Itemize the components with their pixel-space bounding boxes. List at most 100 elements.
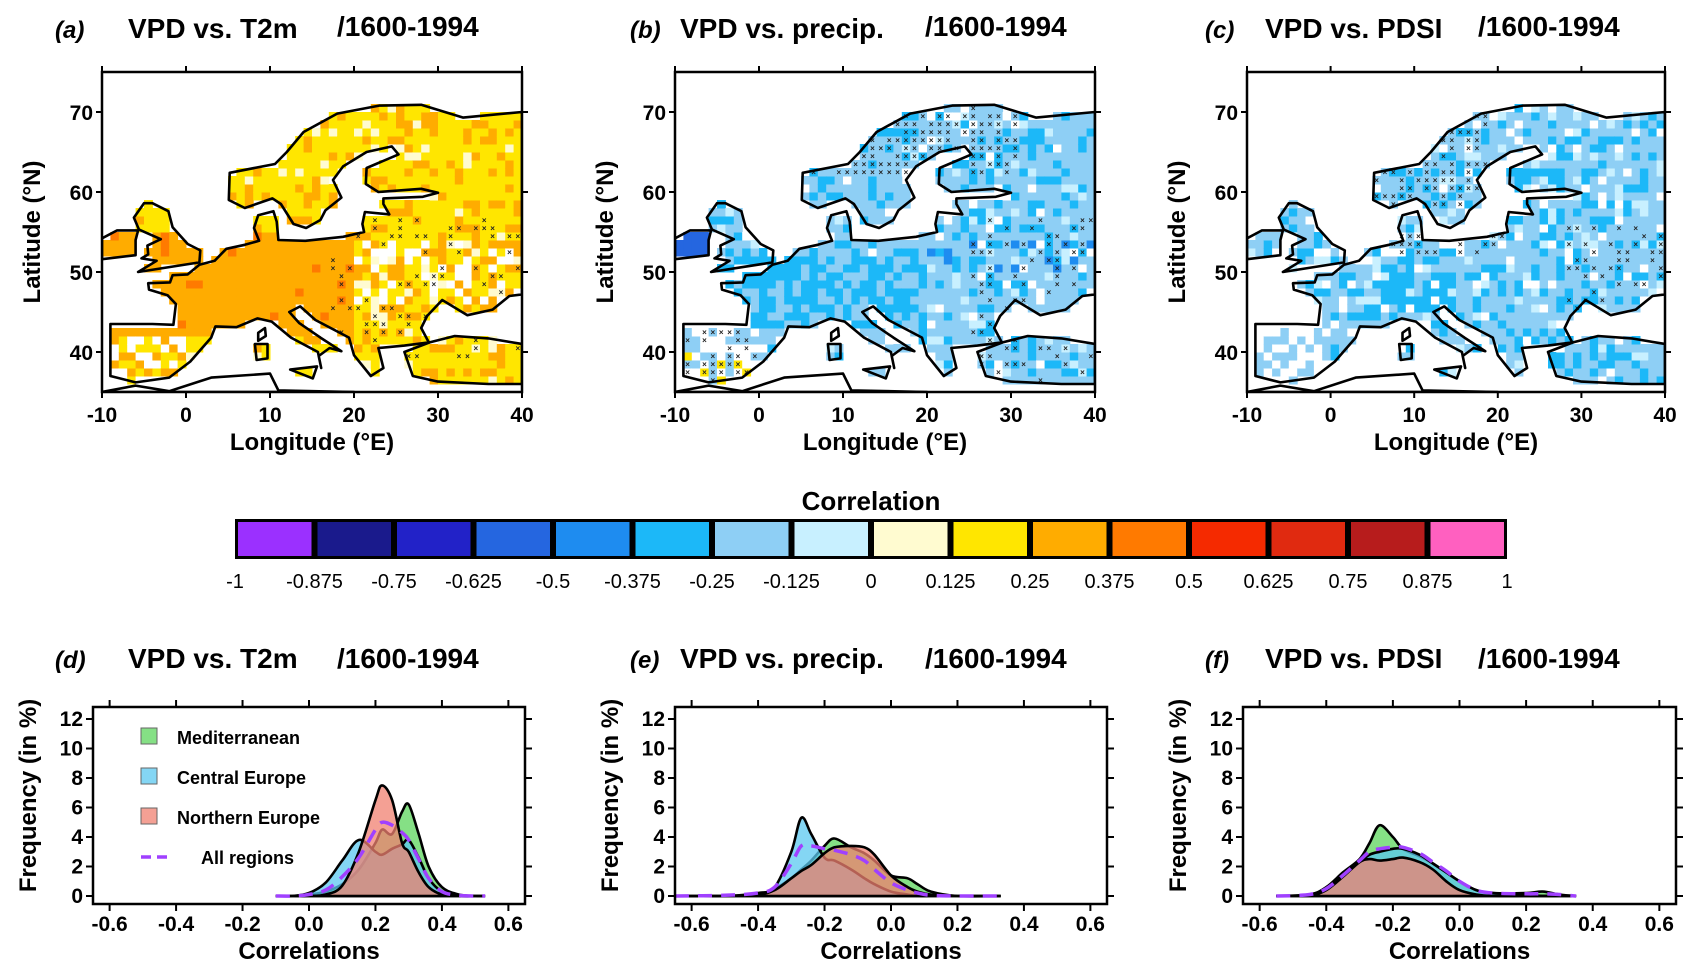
map-cell bbox=[152, 280, 162, 289]
map-cell bbox=[454, 120, 464, 129]
map-cell bbox=[421, 208, 431, 217]
map-cell bbox=[312, 152, 321, 161]
map-cell bbox=[463, 224, 473, 233]
map-cell bbox=[708, 368, 718, 377]
map-cell bbox=[952, 240, 962, 249]
map-cell bbox=[144, 216, 153, 225]
map-cell bbox=[421, 136, 431, 145]
coastline bbox=[102, 229, 140, 261]
map-cell bbox=[1288, 328, 1298, 337]
map-cell bbox=[1389, 192, 1398, 201]
hatch-mark: × bbox=[971, 128, 976, 137]
map-cell bbox=[784, 304, 794, 313]
hatch-mark: × bbox=[904, 136, 909, 145]
map-cell bbox=[295, 152, 305, 161]
map-cell bbox=[404, 216, 414, 225]
map-cell bbox=[1322, 288, 1332, 297]
map-cell bbox=[1497, 232, 1507, 241]
map-cell bbox=[480, 224, 489, 233]
map-cell bbox=[943, 328, 953, 337]
hatch-mark: × bbox=[1088, 352, 1093, 361]
map-cell bbox=[194, 320, 204, 329]
map-cell bbox=[253, 288, 263, 297]
map-cell bbox=[1648, 152, 1658, 161]
map-cell bbox=[1639, 288, 1649, 297]
map-cell bbox=[278, 288, 288, 297]
map-cell bbox=[868, 272, 878, 281]
map-cell bbox=[1044, 168, 1054, 177]
map-cell bbox=[228, 272, 237, 281]
map-cell bbox=[454, 272, 464, 281]
map-cell bbox=[1002, 344, 1012, 353]
map-panel-c: ××××××××××××××××××××××××××××××××××××××××… bbox=[1164, 11, 1677, 456]
map-cell bbox=[1447, 152, 1457, 161]
map-cell bbox=[370, 176, 380, 185]
map-cell bbox=[446, 368, 456, 377]
x-tick-label: 40 bbox=[1653, 404, 1676, 427]
map-cell bbox=[1439, 216, 1449, 225]
map-cell bbox=[1489, 272, 1499, 281]
map-cell bbox=[488, 240, 498, 249]
y-tick-label: 10 bbox=[1210, 738, 1233, 761]
hatch-mark: × bbox=[727, 344, 732, 353]
hatch-mark: × bbox=[1038, 248, 1043, 257]
map-cell bbox=[1489, 144, 1499, 153]
map-cell bbox=[404, 160, 414, 169]
map-cell bbox=[742, 352, 752, 361]
colorbar-tick-label: -0.5 bbox=[536, 571, 570, 593]
map-cell bbox=[1414, 216, 1424, 225]
map-cell bbox=[1339, 344, 1348, 353]
map-cell bbox=[1002, 360, 1012, 369]
map-cell bbox=[977, 112, 987, 121]
hatch-mark: × bbox=[870, 136, 875, 145]
hatch-mark: × bbox=[1088, 216, 1093, 225]
map-cell bbox=[1078, 160, 1088, 169]
panel-title: VPD vs. PDSI bbox=[1265, 643, 1442, 674]
map-cell bbox=[1497, 344, 1507, 353]
hatch-mark: × bbox=[1004, 168, 1009, 177]
map-cell bbox=[370, 120, 380, 129]
map-cell bbox=[1589, 368, 1599, 377]
map-cell bbox=[1036, 248, 1046, 257]
map-cell bbox=[370, 104, 380, 113]
map-cell bbox=[1364, 280, 1373, 289]
map-cell bbox=[1380, 304, 1390, 313]
hatch-mark: × bbox=[988, 272, 993, 281]
map-cell bbox=[446, 160, 456, 169]
map-cell bbox=[1011, 248, 1020, 257]
map-cell bbox=[960, 224, 970, 233]
map-cell bbox=[1086, 208, 1095, 217]
map-cell bbox=[1631, 352, 1641, 361]
hatch-mark: × bbox=[988, 120, 993, 129]
map-cell bbox=[253, 312, 263, 321]
hatch-mark: × bbox=[996, 368, 1001, 377]
map-cell bbox=[901, 192, 911, 201]
map-cell bbox=[362, 360, 372, 369]
map-cell bbox=[1280, 328, 1290, 337]
map-cell bbox=[985, 296, 995, 305]
hatch-mark: × bbox=[1608, 264, 1613, 273]
y-tick-label: 2 bbox=[653, 856, 665, 879]
map-cell bbox=[1514, 184, 1524, 193]
map-cell bbox=[1086, 344, 1095, 353]
map-cell bbox=[918, 256, 928, 265]
map-cell bbox=[935, 352, 945, 361]
hatch-mark: × bbox=[979, 128, 984, 137]
map-panel-b: ××××××××××××××××××××××××××××× × × ×××××××××… bbox=[592, 11, 1107, 456]
map-cell bbox=[1255, 248, 1265, 257]
map-cell bbox=[370, 312, 380, 321]
map-cell bbox=[463, 264, 473, 273]
map-cell bbox=[412, 336, 422, 345]
map-cell bbox=[412, 312, 422, 321]
map-cell bbox=[135, 368, 145, 377]
map-cell bbox=[1639, 216, 1649, 225]
map-cell bbox=[1606, 168, 1616, 177]
hatch-mark: × bbox=[853, 168, 858, 177]
map-cell bbox=[446, 232, 456, 241]
map-cell bbox=[1506, 336, 1516, 345]
map-cell bbox=[1472, 136, 1482, 145]
hatch-mark: × bbox=[1038, 376, 1043, 385]
map-cell bbox=[1606, 336, 1616, 345]
map-cell bbox=[742, 328, 752, 337]
hatch-mark: × bbox=[710, 368, 715, 377]
